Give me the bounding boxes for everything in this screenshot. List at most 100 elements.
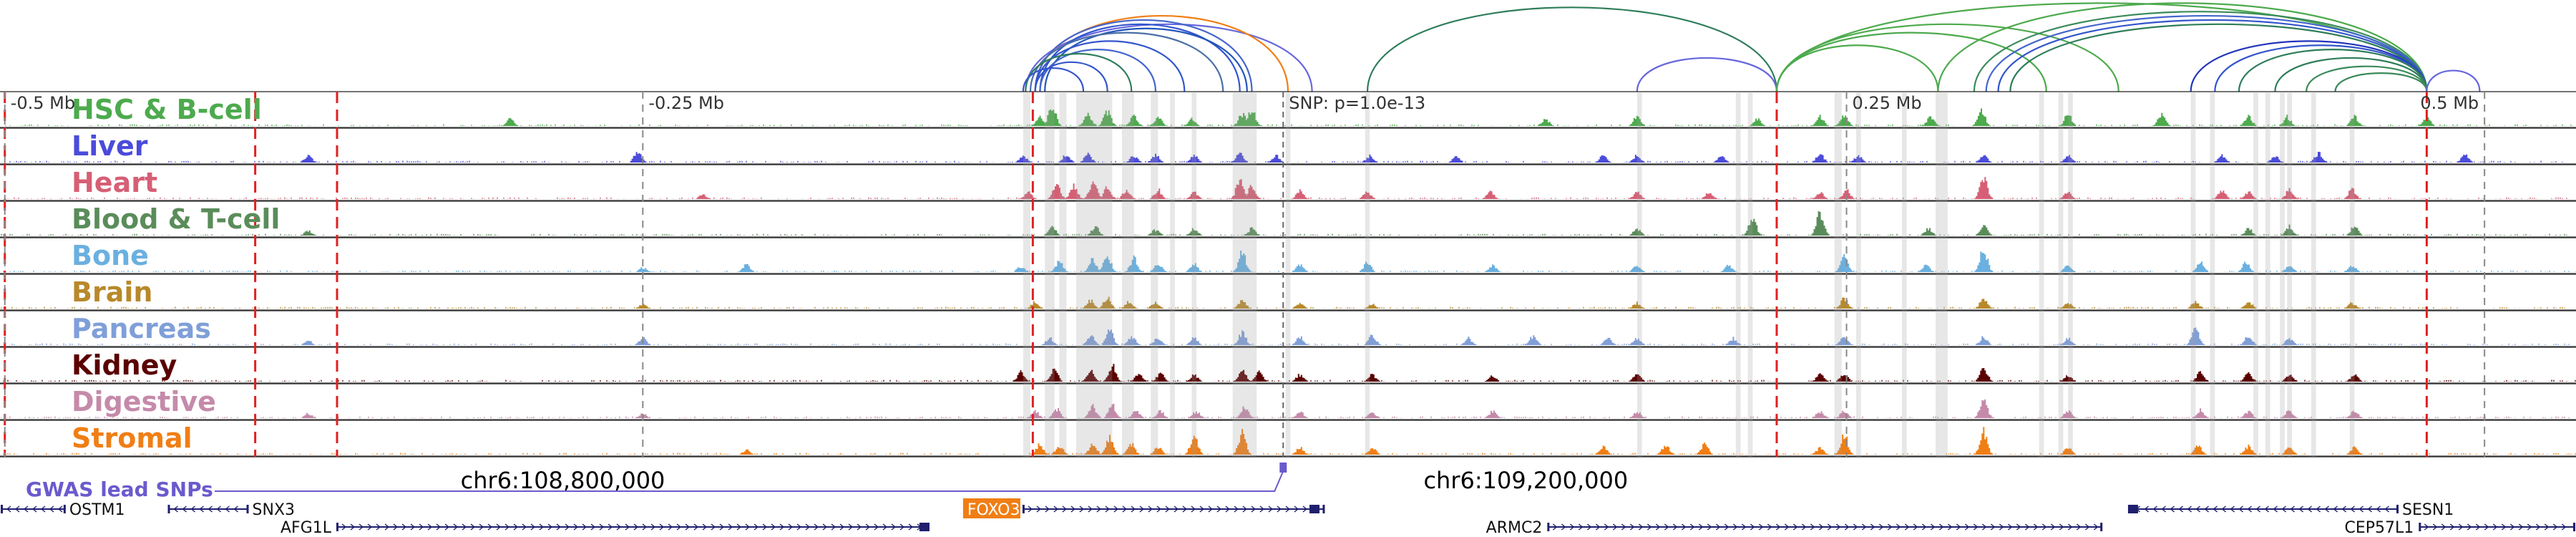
- peak-11: [1360, 261, 1375, 272]
- peak-10: [1292, 411, 1308, 418]
- strand-chevrons: [1028, 505, 1317, 513]
- highlight-region-4: [1121, 92, 1134, 457]
- peak-0: [696, 194, 711, 199]
- peak-6: [1150, 448, 1166, 455]
- peak-16: [1974, 399, 1994, 418]
- peak-13: [2346, 226, 2363, 236]
- track-pancreas: [0, 310, 2576, 347]
- peak-18: [1974, 177, 1994, 199]
- track-bone: [0, 237, 2576, 274]
- track-label: Heart: [72, 167, 157, 198]
- peak-0: [740, 449, 753, 455]
- peak-5: [1098, 186, 1117, 199]
- peak-7: [1152, 410, 1169, 418]
- peak-0: [301, 412, 316, 418]
- track-liver: [0, 127, 2576, 165]
- highlight-region-2: [1059, 92, 1067, 457]
- track-label: Blood & T-cell: [72, 203, 280, 235]
- highlight-region-9: [1285, 92, 1291, 457]
- highlight-region-22: [2210, 92, 2215, 457]
- highlight-region-17: [1936, 92, 1948, 457]
- peak-18: [2060, 337, 2077, 345]
- strand-chevrons: [173, 505, 238, 513]
- gene-start-exon: [1022, 505, 1025, 513]
- peak-3: [1083, 443, 1101, 455]
- loop-arc-25: [2274, 57, 2428, 92]
- track-heart: [0, 164, 2576, 201]
- track-digestive: [0, 383, 2576, 420]
- peak-4: [1121, 301, 1137, 309]
- peak-0: [300, 155, 316, 163]
- gene-exon: [2127, 505, 2138, 513]
- peak-11: [1448, 156, 1463, 163]
- peak-19: [2214, 154, 2230, 163]
- gene-label: CEP57L1: [2345, 519, 2414, 537]
- tad-boundaries: [4, 92, 2486, 457]
- peak-9: [1268, 155, 1284, 163]
- peak-19: [2281, 374, 2298, 382]
- peak-3: [1049, 407, 1065, 418]
- track-label: Kidney: [72, 349, 177, 381]
- highlight-region-6: [1170, 92, 1175, 457]
- peak-17: [1976, 155, 1992, 163]
- peak-5: [1148, 301, 1163, 309]
- peak-9: [1233, 251, 1252, 272]
- ruler: -0.5 Mb -0.25 Mb 0.25 Mb 0.5 Mb SNP: p=1.0e-…: [11, 93, 2479, 113]
- peak-17: [2060, 448, 2077, 455]
- peak-8: [1233, 330, 1252, 345]
- loop-arc-7: [1039, 49, 1157, 92]
- gene-start-exon: [2419, 523, 2421, 531]
- peak-6: [1150, 339, 1166, 345]
- peak-12: [1485, 264, 1501, 272]
- track-noise: [1, 416, 2570, 418]
- highlight-region-24: [2265, 92, 2270, 457]
- peak-5: [1126, 115, 1143, 126]
- peak-6: [1124, 255, 1143, 272]
- track-blood-t-cell: [0, 200, 2576, 238]
- peak-1: [1020, 191, 1036, 199]
- peak-2: [1043, 109, 1062, 126]
- loop-arc-13: [1775, 44, 1939, 92]
- peak-15: [1921, 116, 1939, 126]
- gene-start-exon: [167, 505, 170, 513]
- peak-16: [1972, 108, 1991, 126]
- peak-10: [1362, 154, 1378, 163]
- peak-7: [1184, 435, 1204, 455]
- peak-22: [2281, 188, 2299, 199]
- track-label: Digestive: [72, 386, 216, 417]
- peak-11: [1629, 115, 1645, 126]
- peak-22: [2457, 154, 2474, 163]
- peak-15: [1701, 193, 1717, 199]
- peak-14: [1812, 447, 1828, 455]
- peak-4: [1101, 435, 1119, 455]
- peak-6: [1148, 117, 1166, 126]
- peak-1: [738, 263, 754, 272]
- loop-arc-28: [2426, 69, 2481, 92]
- peak-4: [1098, 110, 1117, 126]
- gene-label-highlight: [962, 498, 1020, 518]
- peak-6: [1118, 190, 1136, 199]
- gene-end-exon: [2573, 523, 2575, 531]
- peak-4: [1080, 153, 1096, 163]
- peak-12: [1629, 374, 1645, 382]
- peak-5: [1104, 403, 1122, 418]
- track-stromal: [0, 420, 2576, 457]
- loop-arc-10: [1022, 67, 1085, 92]
- peak-22: [2419, 115, 2435, 126]
- highlight-region-21: [2190, 92, 2196, 457]
- peak-9: [1921, 228, 1936, 236]
- highlight-region-0: [1023, 92, 1030, 457]
- ruler-tick-label: 0.5 Mb: [2420, 93, 2479, 113]
- peak-14: [1629, 338, 1645, 345]
- gwas-connector: [215, 470, 1284, 492]
- peak-18: [2060, 155, 2077, 163]
- highlight-region-1: [1045, 92, 1055, 457]
- loop-arc-17: [1937, 2, 2428, 92]
- peak-19: [2240, 410, 2257, 418]
- highlight-region-16: [1901, 92, 1907, 457]
- loop-arc-26: [2306, 65, 2428, 92]
- highlight-region-13: [1747, 92, 1753, 457]
- peak-6: [1128, 410, 1144, 418]
- loop-arc-16: [1775, 2, 2428, 92]
- peak-5: [1244, 227, 1260, 236]
